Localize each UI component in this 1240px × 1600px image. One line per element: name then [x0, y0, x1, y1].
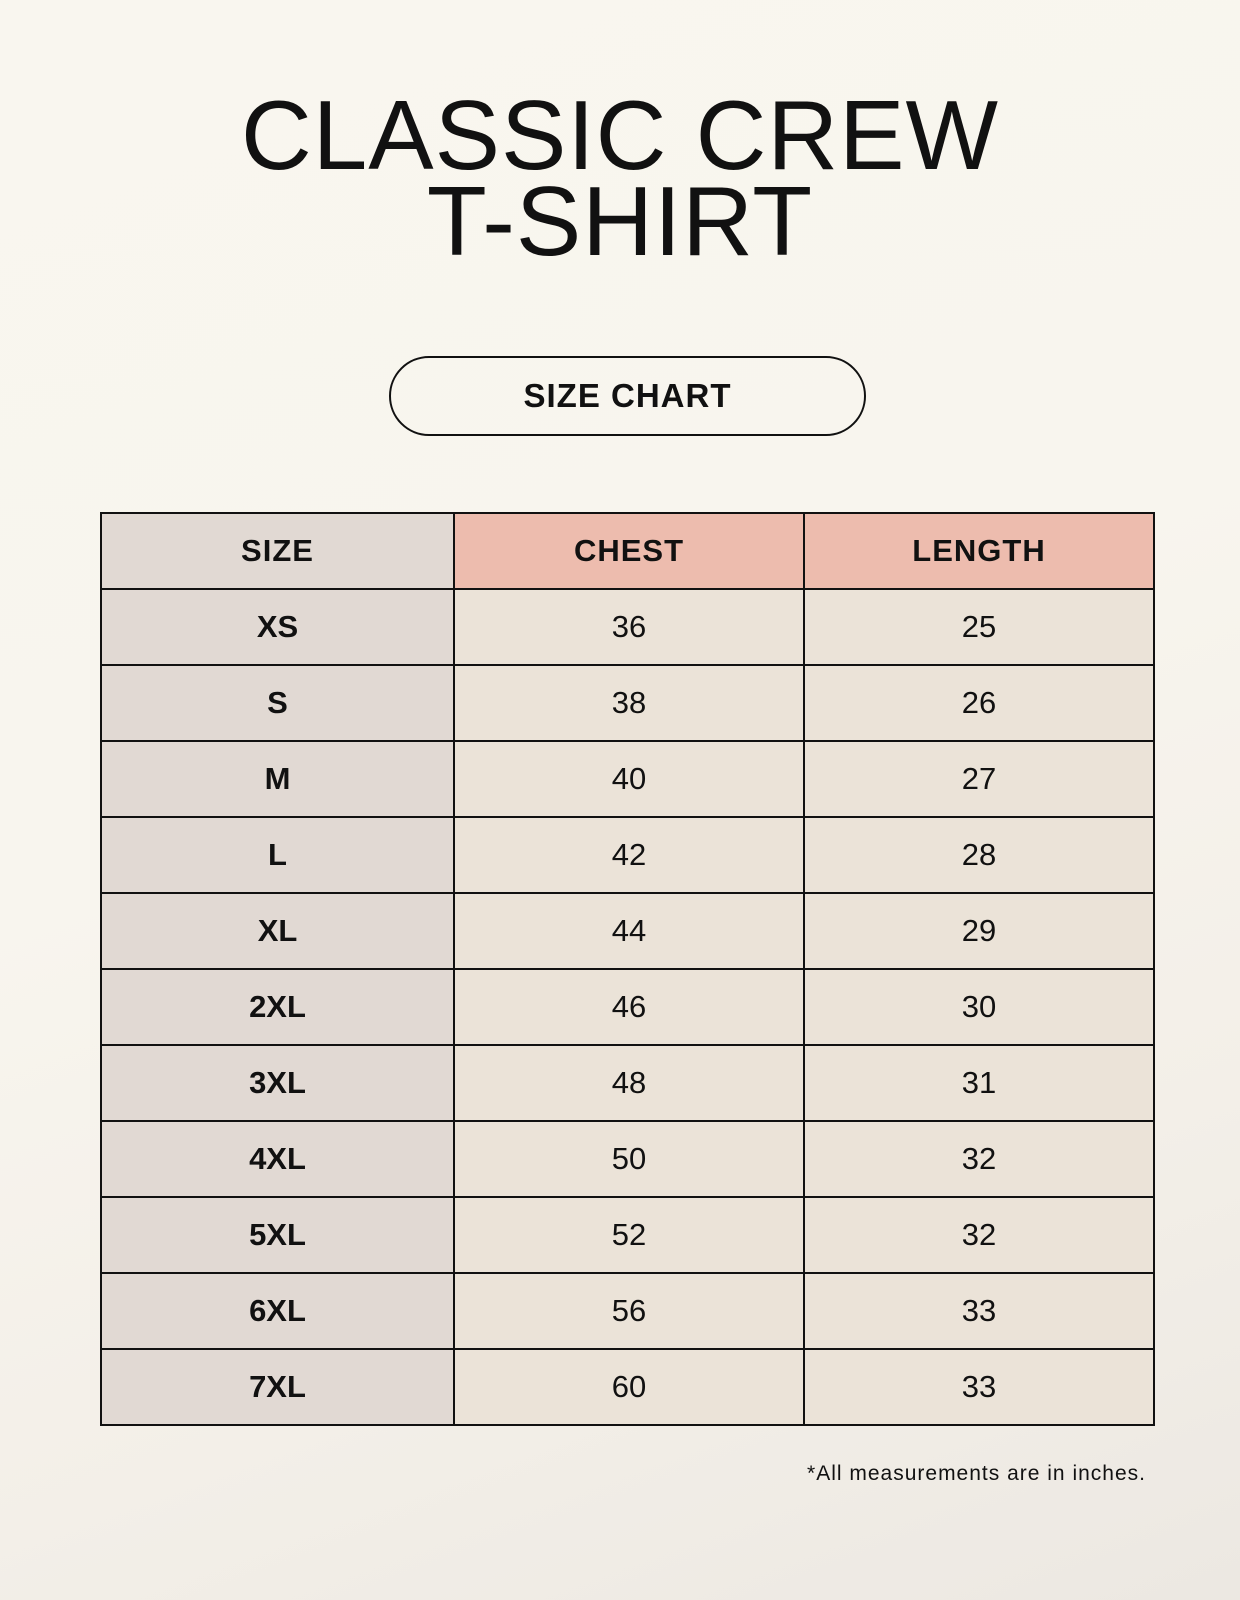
- cell-length: 33: [803, 1272, 1155, 1350]
- cell-chest: 44: [453, 892, 805, 970]
- table-header-row: SIZE CHEST LENGTH: [100, 512, 1155, 590]
- cell-size: 5XL: [100, 1196, 455, 1274]
- cell-chest: 50: [453, 1120, 805, 1198]
- cell-chest: 60: [453, 1348, 805, 1426]
- cell-length: 31: [803, 1044, 1155, 1122]
- cell-length: 33: [803, 1348, 1155, 1426]
- title-line-1: CLASSIC CREW: [240, 80, 999, 190]
- table-row: 4XL 50 32: [100, 1120, 1155, 1198]
- cell-size: 7XL: [100, 1348, 455, 1426]
- cell-length: 28: [803, 816, 1155, 894]
- cell-length: 32: [803, 1120, 1155, 1198]
- table-row: XS 36 25: [100, 588, 1155, 666]
- cell-length: 26: [803, 664, 1155, 742]
- cell-length: 25: [803, 588, 1155, 666]
- title-line-2: T-SHIRT: [426, 166, 814, 276]
- cell-chest: 40: [453, 740, 805, 818]
- page-title: CLASSIC CREW T-SHIRT: [0, 80, 1240, 276]
- size-table: SIZE CHEST LENGTH XS 36 25 S 38 26 M 40 27 L 42 28 X…: [100, 512, 1155, 1426]
- cell-chest: 52: [453, 1196, 805, 1274]
- size-chart-badge: SIZE CHART: [389, 356, 866, 436]
- cell-chest: 38: [453, 664, 805, 742]
- table-row: 7XL 60 33: [100, 1348, 1155, 1426]
- cell-size: S: [100, 664, 455, 742]
- cell-chest: 46: [453, 968, 805, 1046]
- table-row: XL 44 29: [100, 892, 1155, 970]
- cell-size: 2XL: [100, 968, 455, 1046]
- cell-size: 4XL: [100, 1120, 455, 1198]
- cell-size: XS: [100, 588, 455, 666]
- table-row: 2XL 46 30: [100, 968, 1155, 1046]
- cell-chest: 36: [453, 588, 805, 666]
- footnote: *All measurements are in inches.: [807, 1462, 1146, 1485]
- cell-size: 3XL: [100, 1044, 455, 1122]
- cell-length: 32: [803, 1196, 1155, 1274]
- cell-size: XL: [100, 892, 455, 970]
- cell-chest: 48: [453, 1044, 805, 1122]
- cell-length: 27: [803, 740, 1155, 818]
- cell-length: 30: [803, 968, 1155, 1046]
- cell-chest: 56: [453, 1272, 805, 1350]
- header-chest: CHEST: [453, 512, 805, 590]
- header-length: LENGTH: [803, 512, 1155, 590]
- table-row: M 40 27: [100, 740, 1155, 818]
- table-row: 3XL 48 31: [100, 1044, 1155, 1122]
- table-row: 6XL 56 33: [100, 1272, 1155, 1350]
- table-row: 5XL 52 32: [100, 1196, 1155, 1274]
- cell-chest: 42: [453, 816, 805, 894]
- cell-size: 6XL: [100, 1272, 455, 1350]
- table-row: S 38 26: [100, 664, 1155, 742]
- cell-length: 29: [803, 892, 1155, 970]
- cell-size: M: [100, 740, 455, 818]
- table-row: L 42 28: [100, 816, 1155, 894]
- header-size: SIZE: [100, 512, 455, 590]
- cell-size: L: [100, 816, 455, 894]
